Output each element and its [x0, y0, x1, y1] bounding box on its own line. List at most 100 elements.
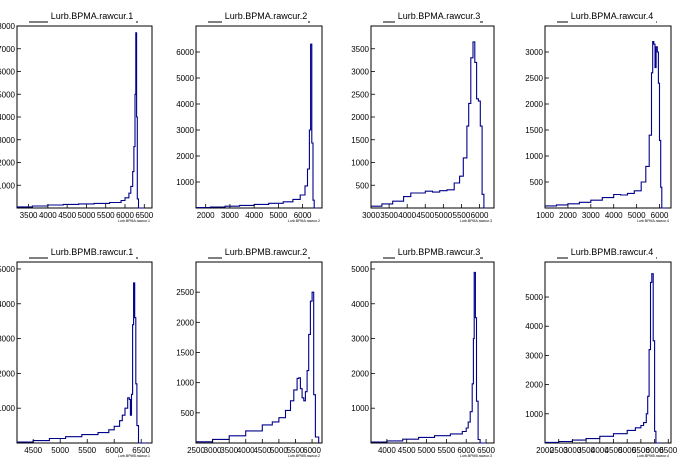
x-axis-label: Lurb.BPMA.rawcur.4	[637, 219, 669, 223]
y-tick-label: 3000	[176, 126, 194, 135]
y-tick-label: 2000	[351, 113, 369, 122]
y-tick-label: 1000	[351, 159, 369, 168]
x-tick-label: 5000	[418, 446, 436, 455]
y-tick-label: 1000	[176, 379, 194, 388]
plot-frame	[544, 25, 672, 209]
y-tick-label: 5000	[0, 90, 16, 99]
histogram-series	[371, 41, 487, 209]
y-tick-label: 500	[356, 181, 370, 190]
y-tick-label: 3000	[525, 48, 543, 57]
chart-title: Lurb.BPMA.rawcur.4	[571, 11, 654, 21]
histogram-series	[371, 271, 487, 444]
x-tick-label: 3500	[577, 446, 595, 455]
x-tick-label: 6000	[471, 211, 489, 220]
y-tick-label: 4000	[351, 300, 369, 309]
x-axis-label: Lurb.BPMB.rawcur.2	[288, 454, 320, 458]
y-tick-label: 500	[181, 409, 195, 418]
x-tick-label: 2000	[559, 211, 577, 220]
chart-title: Lurb.BPMA.rawcur.1	[51, 11, 134, 21]
plot-frame	[195, 261, 323, 444]
y-tick-label: 8000	[0, 22, 16, 31]
y-tick-label: 1000	[0, 404, 16, 413]
x-tick-label: 6000	[105, 446, 123, 455]
title-box	[395, 10, 483, 22]
histogram-series	[545, 41, 667, 209]
x-tick-label: 5000	[434, 211, 452, 220]
x-axis-label: Lurb.BPMB.rawcur.4	[637, 454, 669, 458]
y-tick-label: 3000	[525, 351, 543, 360]
chart-title: Lurb.BPMA.rawcur.2	[225, 11, 308, 21]
histogram-panel: Lurb.BPMA.rawcur.2 2000 3000 4000 5000 6000 10…	[176, 10, 323, 223]
chart-title: Lurb.BPMB.rawcur.4	[571, 247, 654, 257]
x-tick-label: 5000	[78, 211, 96, 220]
y-tick-label: 2000	[0, 369, 16, 378]
x-tick-label: 2500	[550, 446, 568, 455]
x-tick-label: 3500	[220, 446, 238, 455]
y-tick-label: 3000	[0, 335, 16, 344]
x-tick-label: 5500	[287, 446, 305, 455]
x-tick-label: 6500	[132, 446, 150, 455]
y-tick-label: 1000	[525, 152, 543, 161]
plot-frame	[544, 261, 672, 444]
y-tick-label: 5000	[0, 265, 16, 274]
y-tick-label: 4000	[176, 100, 194, 109]
title-box	[48, 10, 136, 22]
y-tick-label: 2000	[525, 100, 543, 109]
y-tick-label: 1000	[176, 178, 194, 187]
plot-frame	[370, 25, 495, 209]
y-tick-label: 2500	[176, 288, 194, 297]
x-axis-label: Lurb.BPMB.rawcur.3	[460, 454, 492, 458]
x-tick-label: 3500	[380, 211, 398, 220]
x-tick-label: 4000	[605, 211, 623, 220]
y-tick-label: 5000	[351, 265, 369, 274]
y-tick-label: 1000	[351, 404, 369, 413]
y-tick-label: 1000	[525, 410, 543, 419]
x-tick-label: 3000	[204, 446, 222, 455]
x-tick-label: 5500	[632, 446, 650, 455]
x-axis-label: Lurb.BPMB.rawcur.1	[118, 454, 150, 458]
x-tick-label: 4500	[398, 446, 416, 455]
x-tick-label: 4000	[398, 211, 416, 220]
x-tick-label: 5000	[618, 446, 636, 455]
chart-title: Lurb.BPMB.rawcur.3	[398, 247, 481, 257]
plot-frame	[16, 25, 153, 209]
y-tick-label: 1500	[176, 349, 194, 358]
x-axis-label: Lurb.BPMA.rawcur.3	[460, 219, 492, 223]
x-axis-label: Lurb.BPMA.rawcur.1	[118, 219, 150, 223]
x-tick-label: 3000	[362, 211, 380, 220]
title-box	[222, 246, 310, 258]
x-tick-label: 5500	[97, 211, 115, 220]
y-tick-label: 7000	[0, 45, 16, 54]
y-tick-label: 5000	[176, 74, 194, 83]
x-tick-label: 4500	[605, 446, 623, 455]
x-tick-label: 6500	[659, 446, 677, 455]
x-tick-label: 5000	[269, 211, 287, 220]
plot-frame	[195, 25, 323, 209]
histogram-series	[545, 273, 660, 444]
y-tick-label: 6000	[176, 48, 194, 57]
x-tick-label: 5000	[628, 211, 646, 220]
x-tick-label: 6000	[651, 211, 669, 220]
title-box	[568, 10, 656, 22]
x-tick-label: 1000	[536, 211, 554, 220]
x-tick-label: 4000	[591, 446, 609, 455]
x-tick-label: 5000	[270, 446, 288, 455]
y-tick-label: 3000	[351, 68, 369, 77]
chart-title: Lurb.BPMB.rawcur.1	[51, 247, 134, 257]
chart-title: Lurb.BPMB.rawcur.2	[225, 247, 308, 257]
x-tick-label: 5500	[78, 446, 96, 455]
histogram-series	[196, 43, 318, 209]
x-tick-label: 3000	[563, 446, 581, 455]
y-tick-label: 5000	[525, 293, 543, 302]
y-tick-label: 1000	[0, 181, 16, 190]
x-tick-label: 4000	[39, 211, 57, 220]
chart-title: Lurb.BPMA.rawcur.3	[398, 11, 481, 21]
title-box	[222, 10, 310, 22]
y-tick-label: 2000	[525, 381, 543, 390]
histogram-panel: Lurb.BPMB.rawcur.42000250030003500400045…	[525, 246, 678, 458]
y-tick-label: 500	[530, 178, 544, 187]
